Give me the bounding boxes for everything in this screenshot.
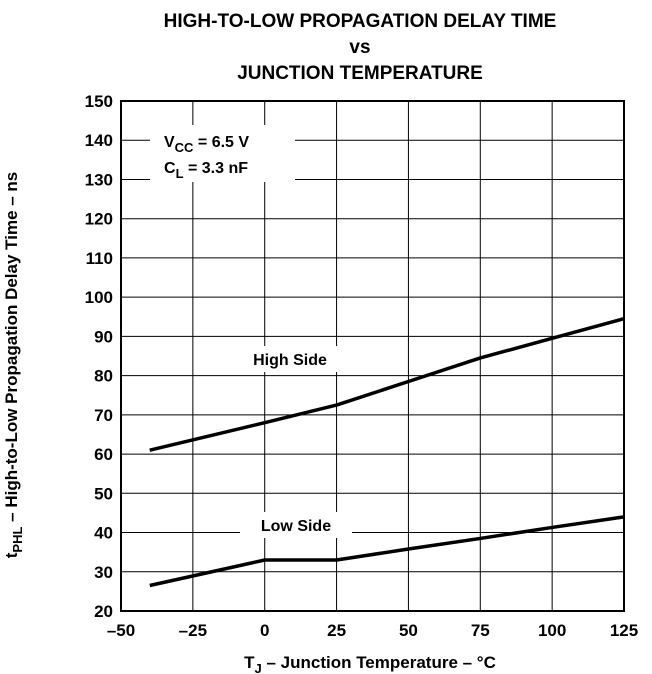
low-side-series-line [149,515,625,588]
y-tick-label: 30 [94,563,113,582]
chart-title-line-3: JUNCTION TEMPERATURE [237,63,483,84]
y-tick-label: 80 [94,367,113,386]
y-tick-label: 90 [94,327,113,346]
high-side-series-line [149,317,625,452]
chart-title-line-1: HIGH-TO-LOW PROPAGATION DELAY TIME [164,11,557,32]
x-tick-label: 100 [538,621,566,640]
x-tick-label: 0 [260,621,269,640]
x-tick-label: 25 [327,621,346,640]
y-tick-label: 110 [86,249,113,268]
data-series [149,317,625,588]
x-tick-label: 75 [471,621,490,640]
series-label-low-side: Low Side [261,518,331,535]
x-tick-label: 50 [399,621,418,640]
y-tick-label: 70 [94,406,113,425]
y-tick-label: 150 [85,92,113,111]
y-tick-label: 20 [94,602,113,621]
plot-frame [120,100,625,612]
x-axis-label: TJ – Junction Temperature – °C [244,653,496,674]
y-tick-label: 60 [94,445,113,464]
y-tick-label: 100 [85,288,113,307]
y-tick-label: 140 [85,131,113,150]
condition-vcc: VCC = 6.5 V [164,134,249,155]
x-tick-label: –50 [107,621,135,640]
low-side-label-bg [240,512,352,538]
y-axis-label: tPHL – High-to-Low Propagation Delay Tim… [2,172,25,559]
high-side-label-bg [235,346,345,372]
conditions-box-bg [150,125,295,182]
y-tick-label: 130 [85,170,113,189]
series-label-high-side: High Side [253,352,327,369]
grid-lines [121,101,624,611]
y-tick-label: 120 [85,210,113,229]
y-tick-label: 50 [94,484,113,503]
x-tick-label: –25 [179,621,207,640]
axis-ticks: –50 –25 0 25 50 75 100 125 20 30 40 50 60 70 80 90 100 11… [85,92,639,640]
y-tick-label: 40 [94,524,113,543]
chart-title-line-2: vs [349,37,370,58]
x-tick-label: 125 [610,621,638,640]
condition-cl: CL = 3.3 nF [164,160,248,181]
